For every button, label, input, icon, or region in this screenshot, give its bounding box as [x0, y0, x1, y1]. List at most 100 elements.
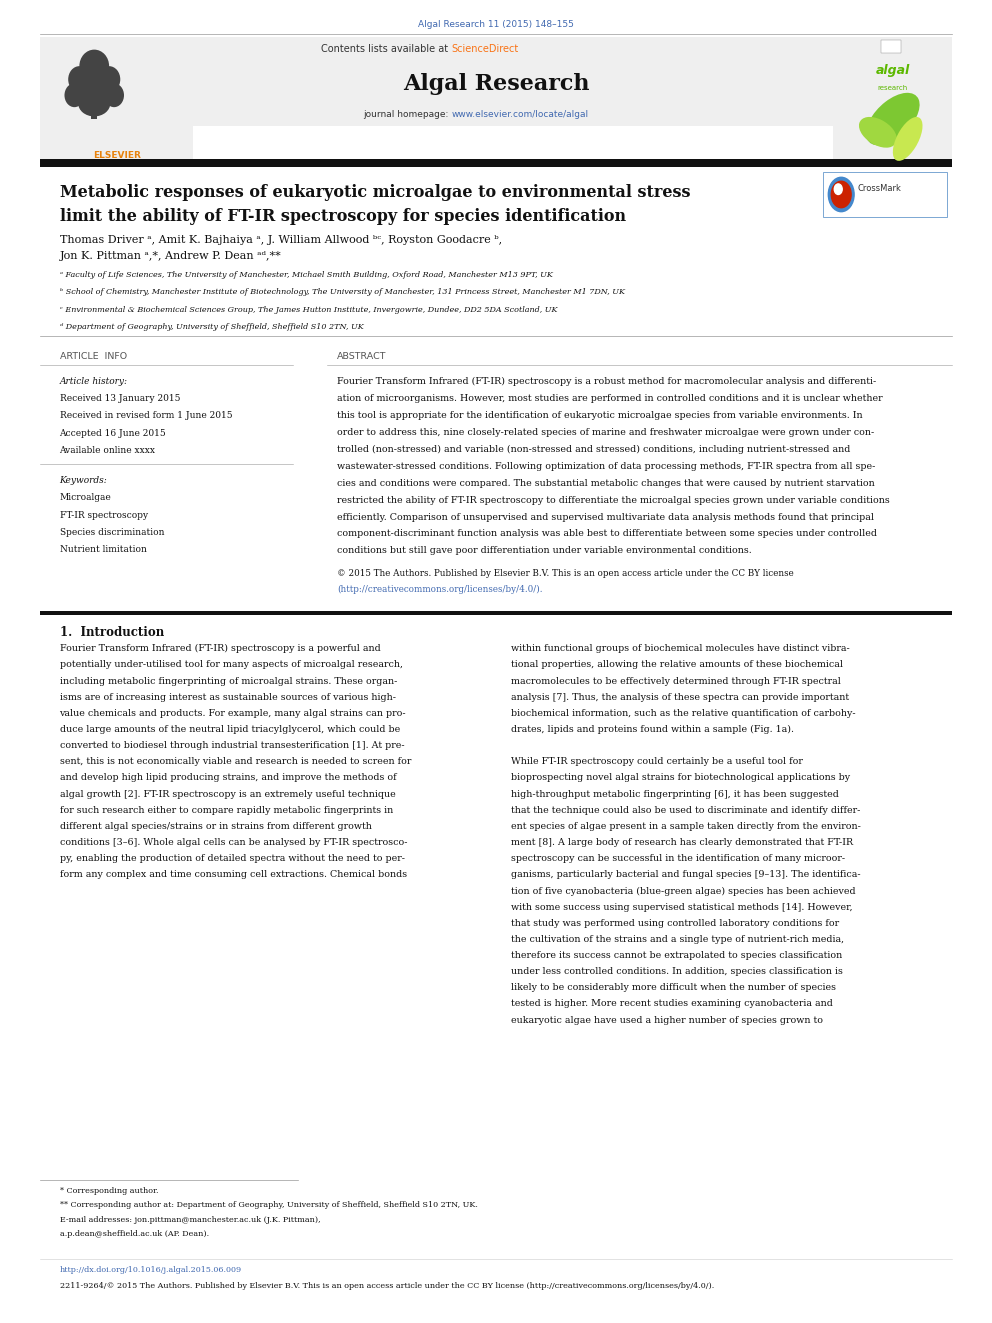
Bar	[833, 37, 952, 161]
Circle shape	[834, 184, 842, 194]
Text: conditions [3–6]. Whole algal cells can be analysed by FT-IR spectrosco-: conditions [3–6]. Whole algal cells can …	[60, 837, 407, 847]
Text: trolled (non-stressed) and variable (non-stressed and stressed) conditions, incl: trolled (non-stressed) and variable (non…	[337, 445, 851, 454]
Text: * Corresponding author.: * Corresponding author.	[60, 1187, 158, 1195]
Text: Species discrimination: Species discrimination	[60, 528, 164, 537]
Ellipse shape	[866, 93, 920, 146]
Text: ent species of algae present in a sample taken directly from the environ-: ent species of algae present in a sample…	[511, 822, 861, 831]
Text: 1.  Introduction: 1. Introduction	[60, 626, 164, 639]
Text: ment [8]. A large body of research has clearly demonstrated that FT-IR: ment [8]. A large body of research has c…	[511, 837, 853, 847]
Text: FT-IR spectroscopy: FT-IR spectroscopy	[60, 511, 148, 520]
Ellipse shape	[68, 66, 90, 93]
Text: a.p.dean@sheffield.ac.uk (AP. Dean).: a.p.dean@sheffield.ac.uk (AP. Dean).	[60, 1230, 208, 1238]
Ellipse shape	[77, 71, 111, 101]
Text: bioprospecting novel algal strains for biotechnological applications by: bioprospecting novel algal strains for b…	[511, 774, 850, 782]
Text: biochemical information, such as the relative quantification of carbohy-: biochemical information, such as the rel…	[511, 709, 855, 718]
Text: Article history:: Article history:	[60, 377, 128, 386]
Text: potentially under-utilised tool for many aspects of microalgal research,: potentially under-utilised tool for many…	[60, 660, 403, 669]
Text: restricted the ability of FT-IR spectroscopy to differentiate the microalgal spe: restricted the ability of FT-IR spectros…	[337, 496, 890, 504]
Text: E-mail addresses: jon.pittman@manchester.ac.uk (J.K. Pittman),: E-mail addresses: jon.pittman@manchester…	[60, 1216, 320, 1224]
Bar	[40, 37, 193, 161]
Text: for such research either to compare rapidly metabolic fingerprints in: for such research either to compare rapi…	[60, 806, 393, 815]
Text: that the technique could also be used to discriminate and identify differ-: that the technique could also be used to…	[511, 806, 860, 815]
Ellipse shape	[64, 83, 84, 107]
Text: Keywords:: Keywords:	[60, 476, 107, 486]
Ellipse shape	[893, 116, 923, 161]
Text: sent, this is not economically viable and research is needed to screen for: sent, this is not economically viable an…	[60, 757, 411, 766]
Text: that study was performed using controlled laboratory conditions for: that study was performed using controlle…	[511, 918, 839, 927]
Text: analysis [7]. Thus, the analysis of these spectra can provide important: analysis [7]. Thus, the analysis of thes…	[511, 693, 849, 701]
Text: the cultivation of the strains and a single type of nutrient-rich media,: the cultivation of the strains and a sin…	[511, 935, 844, 943]
Text: ganisms, particularly bacterial and fungal species [9–13]. The identifica-: ganisms, particularly bacterial and fung…	[511, 871, 860, 880]
Text: ation of microorganisms. However, most studies are performed in controlled condi: ation of microorganisms. However, most s…	[337, 394, 883, 404]
Text: Contents lists available at: Contents lists available at	[321, 44, 451, 54]
Text: CrossMark: CrossMark	[857, 184, 901, 193]
Circle shape	[831, 181, 851, 208]
Text: wastewater-stressed conditions. Following optimization of data processing method: wastewater-stressed conditions. Followin…	[337, 462, 876, 471]
Ellipse shape	[79, 50, 109, 82]
Text: ᵈ Department of Geography, University of Sheffield, Sheffield S10 2TN, UK: ᵈ Department of Geography, University of…	[60, 323, 363, 331]
Text: ScienceDirect: ScienceDirect	[451, 44, 519, 54]
Text: Fourier Transform Infrared (FT-IR) spectroscopy is a robust method for macromole: Fourier Transform Infrared (FT-IR) spect…	[337, 377, 877, 386]
Text: this tool is appropriate for the identification of eukaryotic microalgae species: this tool is appropriate for the identif…	[337, 411, 863, 419]
Text: Nutrient limitation: Nutrient limitation	[60, 545, 147, 554]
Text: © 2015 The Authors. Published by Elsevier B.V. This is an open access article un: © 2015 The Authors. Published by Elsevie…	[337, 569, 794, 578]
Text: ** Corresponding author at: Department of Geography, University of Sheffield, Sh: ** Corresponding author at: Department o…	[60, 1201, 477, 1209]
Bar	[823, 172, 947, 217]
Text: converted to biodiesel through industrial transesterification [1]. At pre-: converted to biodiesel through industria…	[60, 741, 404, 750]
Text: algal growth [2]. FT-IR spectroscopy is an extremely useful technique: algal growth [2]. FT-IR spectroscopy is …	[60, 790, 395, 799]
Text: tion of five cyanobacteria (blue-green algae) species has been achieved: tion of five cyanobacteria (blue-green a…	[511, 886, 855, 896]
Text: conditions but still gave poor differentiation under variable environmental cond: conditions but still gave poor different…	[337, 546, 752, 556]
Text: limit the ability of FT-IR spectroscopy for species identification: limit the ability of FT-IR spectroscopy …	[60, 208, 626, 225]
Text: efficiently. Comparison of unsupervised and supervised multivariate data analysi: efficiently. Comparison of unsupervised …	[337, 512, 874, 521]
Text: within functional groups of biochemical molecules have distinct vibra-: within functional groups of biochemical …	[511, 644, 849, 654]
Ellipse shape	[859, 116, 897, 148]
Text: value chemicals and products. For example, many algal strains can pro-: value chemicals and products. For exampl…	[60, 709, 406, 718]
Text: ARTICLE  INFO: ARTICLE INFO	[60, 352, 127, 361]
Text: tested is higher. More recent studies examining cyanobacteria and: tested is higher. More recent studies ex…	[511, 999, 832, 1008]
Text: Jon K. Pittman ᵃ,*, Andrew P. Dean ᵃᵈ,**: Jon K. Pittman ᵃ,*, Andrew P. Dean ᵃᵈ,**	[60, 251, 282, 262]
Text: Available online xxxx: Available online xxxx	[60, 446, 156, 455]
Text: ᵃ Faculty of Life Sciences, The University of Manchester, Michael Smith Building: ᵃ Faculty of Life Sciences, The Universi…	[60, 271, 553, 279]
Text: ELSEVIER: ELSEVIER	[93, 151, 141, 160]
Text: under less controlled conditions. In addition, species classification is: under less controlled conditions. In add…	[511, 967, 843, 976]
Ellipse shape	[104, 83, 124, 107]
Text: 2211-9264/© 2015 The Authors. Published by Elsevier B.V. This is an open access : 2211-9264/© 2015 The Authors. Published …	[60, 1282, 714, 1290]
Text: form any complex and time consuming cell extractions. Chemical bonds: form any complex and time consuming cell…	[60, 871, 407, 880]
Text: with some success using supervised statistical methods [14]. However,: with some success using supervised stati…	[511, 902, 852, 912]
Bar	[91, 103, 97, 119]
Text: eukaryotic algae have used a higher number of species grown to: eukaryotic algae have used a higher numb…	[511, 1016, 823, 1024]
Text: and develop high lipid producing strains, and improve the methods of: and develop high lipid producing strains…	[60, 774, 396, 782]
Text: ᵇ School of Chemistry, Manchester Institute of Biotechnology, The University of : ᵇ School of Chemistry, Manchester Instit…	[60, 288, 625, 296]
Bar	[40, 611, 952, 615]
Text: drates, lipids and proteins found within a sample (Fig. 1a).: drates, lipids and proteins found within…	[511, 725, 794, 734]
Text: macromolecules to be effectively determined through FT-IR spectral: macromolecules to be effectively determi…	[511, 676, 841, 685]
Text: py, enabling the production of detailed spectra without the need to per-: py, enabling the production of detailed …	[60, 855, 405, 863]
Text: research: research	[878, 85, 908, 91]
Text: Accepted 16 June 2015: Accepted 16 June 2015	[60, 429, 167, 438]
Text: Algal Research: Algal Research	[403, 73, 589, 95]
Text: therefore its success cannot be extrapolated to species classification: therefore its success cannot be extrapol…	[511, 951, 842, 960]
Text: ABSTRACT: ABSTRACT	[337, 352, 387, 361]
Text: order to address this, nine closely-related species of marine and freshwater mic: order to address this, nine closely-rela…	[337, 427, 875, 437]
Text: duce large amounts of the neutral lipid triacylglycerol, which could be: duce large amounts of the neutral lipid …	[60, 725, 400, 734]
Bar	[40, 159, 952, 167]
Text: tional properties, allowing the relative amounts of these biochemical: tional properties, allowing the relative…	[511, 660, 843, 669]
Ellipse shape	[98, 66, 120, 93]
Ellipse shape	[78, 90, 110, 116]
Text: journal homepage:: journal homepage:	[363, 110, 451, 119]
Text: isms are of increasing interest as sustainable sources of various high-: isms are of increasing interest as susta…	[60, 693, 396, 701]
Text: component-discriminant function analysis was able best to differentiate between : component-discriminant function analysis…	[337, 529, 877, 538]
Text: cies and conditions were compared. The substantial metabolic changes that were c: cies and conditions were compared. The s…	[337, 479, 875, 488]
Text: high-throughput metabolic fingerprinting [6], it has been suggested: high-throughput metabolic fingerprinting…	[511, 790, 839, 799]
Bar	[193, 37, 833, 126]
Text: http://dx.doi.org/10.1016/j.algal.2015.06.009: http://dx.doi.org/10.1016/j.algal.2015.0…	[60, 1266, 242, 1274]
Text: Microalgae: Microalgae	[60, 493, 111, 503]
Text: different algal species/strains or in strains from different growth: different algal species/strains or in st…	[60, 822, 371, 831]
Text: Metabolic responses of eukaryotic microalgae to environmental stress: Metabolic responses of eukaryotic microa…	[60, 184, 690, 201]
Text: (http://creativecommons.org/licenses/by/4.0/).: (http://creativecommons.org/licenses/by/…	[337, 585, 543, 594]
Text: ᶜ Environmental & Biochemical Sciences Group, The James Hutton Institute, Inverg: ᶜ Environmental & Biochemical Sciences G…	[60, 306, 558, 314]
Text: algal: algal	[876, 64, 910, 77]
Text: Thomas Driver ᵃ, Amit K. Bajhaiya ᵃ, J. William Allwood ᵇᶜ, Royston Goodacre ᵇ,: Thomas Driver ᵃ, Amit K. Bajhaiya ᵃ, J. …	[60, 235, 502, 246]
Text: Algal Research 11 (2015) 148–155: Algal Research 11 (2015) 148–155	[418, 20, 574, 29]
Text: Received 13 January 2015: Received 13 January 2015	[60, 394, 180, 404]
